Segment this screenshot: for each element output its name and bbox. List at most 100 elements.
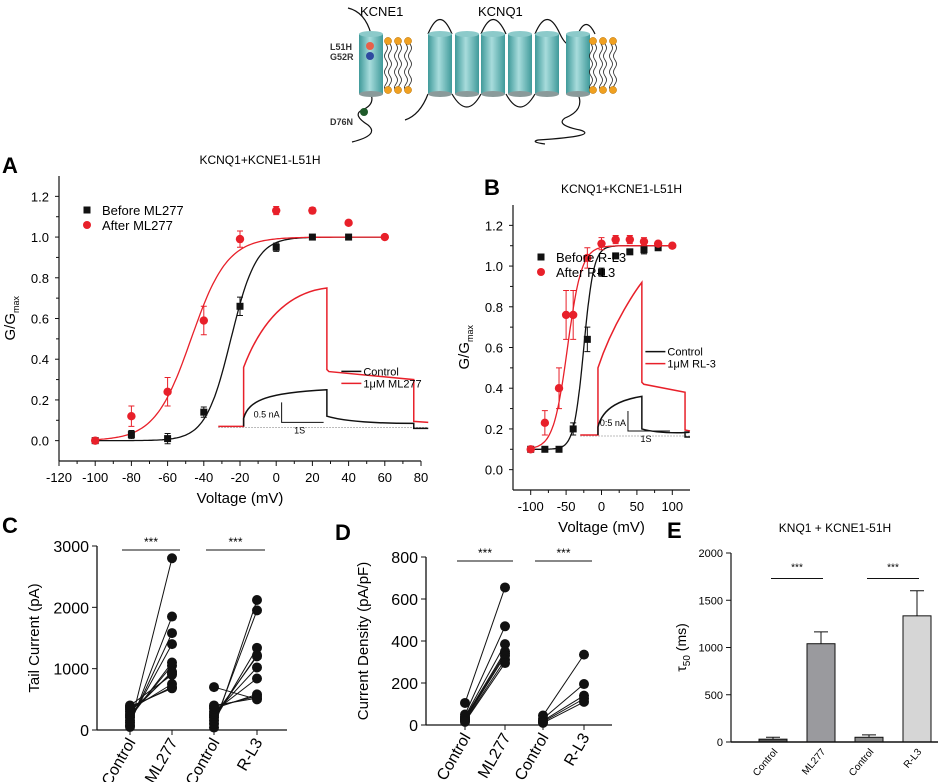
d76n-label: D76N — [330, 117, 353, 127]
helix-cylinder-top — [428, 31, 452, 37]
kcnq1-label: KCNQ1 — [478, 4, 523, 19]
pair-line — [464, 651, 506, 718]
data-point — [200, 408, 208, 416]
x-tick-label: -50 — [557, 499, 576, 514]
scale-bar — [627, 411, 670, 432]
x-tick-label: 0 — [273, 470, 280, 485]
d76n-marker — [360, 108, 368, 116]
x-tick-label: 20 — [305, 470, 319, 485]
data-point — [500, 639, 510, 650]
bar — [806, 643, 836, 743]
x-tick-label: -100 — [82, 470, 108, 485]
x-tick-label: -120 — [46, 470, 72, 485]
inset-legend-drug: 1μM RL-3 — [667, 359, 716, 371]
trace-drug — [218, 287, 429, 428]
data-point — [252, 594, 262, 605]
chart-title: KCNQ1+KCNE1-L51H — [199, 153, 320, 167]
data-point — [344, 218, 353, 228]
panel-letter-e: E — [667, 518, 682, 543]
lipid-tail — [394, 43, 398, 91]
data-point — [252, 605, 262, 616]
x-tick-label: Control — [434, 731, 475, 782]
y-tick-label: 500 — [705, 690, 723, 702]
lipid-head — [394, 37, 402, 45]
c-terminus-line — [534, 93, 586, 145]
data-point — [209, 682, 219, 693]
helix-cylinder-top — [455, 31, 479, 37]
error-bar — [814, 631, 828, 644]
data-point — [625, 235, 635, 244]
y-tick-label: 0.8 — [31, 271, 49, 286]
panel-e-chart: KNQ1 + KCNE1-51H Control ML277 Control R-L3 0… — [673, 521, 938, 779]
pair-line — [213, 647, 258, 722]
inset-legend-control: Control — [363, 366, 398, 378]
data-point — [579, 649, 589, 660]
y-axis-label: Current Density (pA/pF) — [355, 562, 372, 720]
panel-letter-c: C — [2, 513, 18, 538]
lipid-head — [599, 37, 607, 45]
trace-control — [597, 395, 690, 438]
panel-letter-d: D — [335, 520, 351, 545]
significance-label: *** — [887, 563, 899, 574]
legend-label: Before ML277 — [102, 203, 184, 218]
y-tick-label: 400 — [391, 634, 418, 651]
x-axis-label: Voltage (mV) — [197, 490, 284, 507]
y-tick-label: 0 — [409, 718, 418, 735]
y-tick-label: 0.2 — [485, 422, 503, 437]
legend-marker — [537, 268, 545, 276]
channel-schematic: KCNE1 KCNQ1 L51H G52R D76N — [330, 4, 617, 145]
x-tick-label: -60 — [158, 470, 177, 485]
y-tick-label: 1000 — [53, 662, 89, 679]
lipid-tail — [599, 43, 603, 91]
data-point — [308, 206, 317, 215]
fit-curve — [95, 236, 385, 441]
lipid-tail — [589, 43, 593, 91]
data-point — [612, 252, 620, 260]
lipid-head — [394, 86, 402, 94]
y-tick-label: 800 — [391, 550, 418, 567]
significance-label: *** — [478, 546, 492, 560]
data-point — [561, 310, 571, 320]
l51h-label: L51H — [330, 42, 352, 52]
y-tick-label: 0.6 — [485, 341, 503, 356]
loop-line — [404, 93, 429, 121]
data-point — [345, 233, 353, 241]
helix-cylinder-top — [508, 31, 532, 37]
data-point — [252, 694, 262, 705]
data-point — [653, 239, 663, 248]
y-tick-label: 1.0 — [31, 230, 49, 245]
scale-current-label: 0.5 nA — [254, 409, 280, 419]
y-axis-label: G/Gmax — [2, 295, 21, 340]
data-point — [526, 445, 535, 454]
y-tick-label: 0.6 — [31, 312, 49, 327]
x-tick-label: -40 — [194, 470, 213, 485]
data-point — [579, 696, 589, 707]
helix-cylinder-top — [535, 31, 559, 37]
loop-line — [480, 18, 507, 35]
significance-label: *** — [791, 563, 803, 574]
x-tick-label: 0 — [598, 499, 605, 514]
data-point — [460, 697, 470, 708]
data-point — [460, 716, 470, 727]
data-point — [597, 239, 606, 248]
lipid-tail — [384, 43, 388, 91]
pair-line — [129, 558, 173, 728]
legend-label: Before R-L3 — [556, 250, 626, 265]
pair-line — [542, 654, 585, 716]
y-tick-label: 1000 — [699, 643, 723, 655]
helix-cylinder — [428, 34, 452, 94]
lipid-head — [589, 86, 597, 94]
y-axis-label: Tail Current (pA) — [26, 583, 43, 692]
pair-line — [129, 683, 173, 711]
data-point — [540, 418, 550, 428]
data-point — [252, 642, 262, 653]
data-point — [252, 662, 262, 673]
significance-label: *** — [228, 535, 242, 549]
data-point — [380, 232, 389, 242]
data-point — [583, 335, 591, 343]
y-tick-label: 0.0 — [31, 434, 49, 449]
data-point — [640, 246, 648, 254]
data-point — [538, 717, 548, 728]
lipid-tail — [609, 43, 613, 91]
